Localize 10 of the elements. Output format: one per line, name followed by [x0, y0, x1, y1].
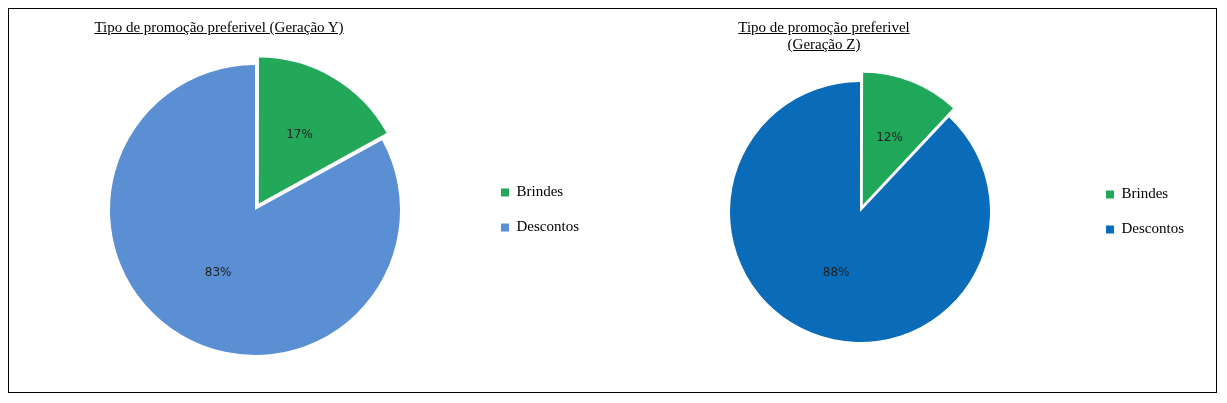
- legend-label: Descontos: [516, 218, 580, 235]
- data-label: 17%: [286, 126, 313, 141]
- data-label: 83%: [204, 264, 232, 279]
- chart-title: Tipo de promoção preferivel (Geração Y): [93, 19, 345, 36]
- legend-label: Descontos: [1121, 220, 1185, 237]
- data-label: 88%: [822, 264, 850, 279]
- legend-label: Brindes: [516, 183, 564, 200]
- data-label: 12%: [876, 129, 903, 144]
- legend-label: Brindes: [1121, 185, 1169, 202]
- chart-title: Tipo de promoção preferivel (Geração Z): [737, 19, 911, 53]
